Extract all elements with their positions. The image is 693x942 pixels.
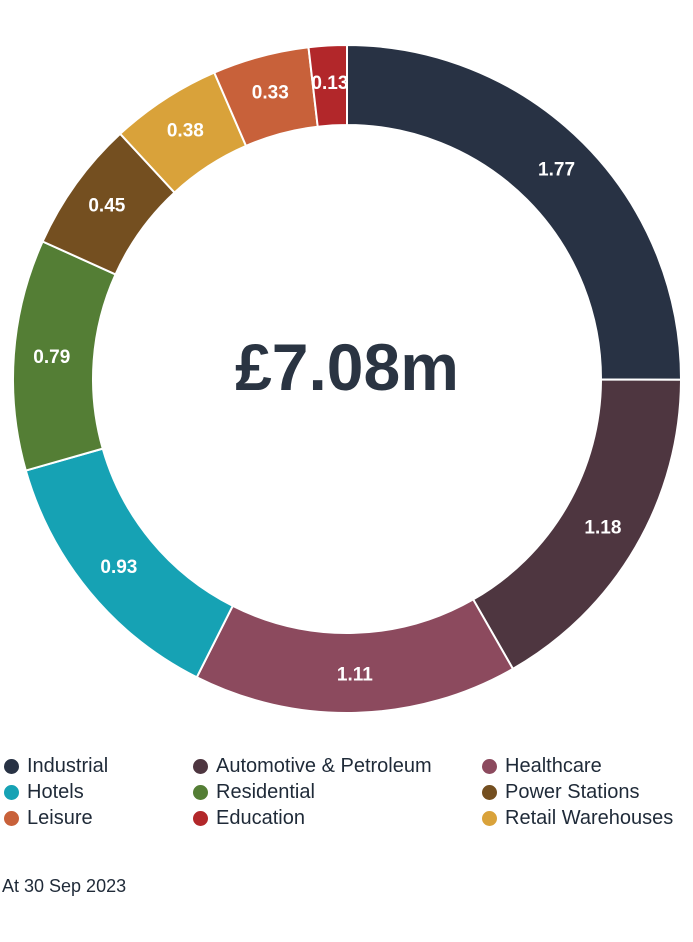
legend-label: Power Stations bbox=[505, 780, 640, 803]
legend-swatch bbox=[193, 758, 208, 774]
legend-swatch bbox=[4, 810, 19, 826]
slice-value-label: 0.13 bbox=[311, 73, 348, 94]
legend-item-leisure: Leisure bbox=[4, 805, 93, 831]
legend-item-industrial: Industrial bbox=[4, 753, 108, 779]
legend-swatch bbox=[482, 758, 497, 774]
slice-healthcare bbox=[195, 598, 515, 714]
legend-item-retail-warehouses: Retail Warehouses bbox=[482, 805, 673, 831]
legend-label: Healthcare bbox=[505, 754, 602, 777]
legend-swatch bbox=[482, 784, 497, 800]
slice-value-label: 1.77 bbox=[538, 159, 575, 180]
slice-value-label: 0.38 bbox=[167, 121, 204, 142]
slice-value-label: 0.93 bbox=[100, 557, 137, 578]
chart-legend: Industrial Automotive & Petroleum Healthca… bbox=[0, 753, 693, 833]
legend-item-automotive-petroleum: Automotive & Petroleum bbox=[193, 753, 432, 779]
slice-value-label: 0.45 bbox=[88, 195, 125, 216]
slice-value-label: 1.11 bbox=[337, 664, 373, 685]
legend-label: Residential bbox=[216, 780, 315, 803]
footnote: At 30 Sep 2023 bbox=[2, 876, 127, 896]
legend-swatch bbox=[482, 810, 497, 826]
legend-item-residential: Residential bbox=[193, 779, 315, 805]
legend-swatch bbox=[193, 810, 208, 826]
legend-item-healthcare: Healthcare bbox=[482, 753, 602, 779]
legend-item-education: Education bbox=[193, 805, 305, 831]
legend-label: Retail Warehouses bbox=[505, 806, 674, 829]
legend-swatch bbox=[4, 758, 19, 774]
legend-label: Automotive & Petroleum bbox=[216, 754, 432, 777]
slice-education bbox=[307, 43, 348, 128]
legend-swatch bbox=[193, 784, 208, 800]
slice-value-label: 0.33 bbox=[252, 83, 289, 104]
legend-item-power-stations: Power Stations bbox=[482, 779, 640, 805]
slice-value-label: 1.18 bbox=[584, 517, 621, 538]
donut-chart: 1.77 1.18 1.11 0.93 0.79 0.45 0.38 0.33 0.13 £7.0… bbox=[12, 43, 683, 714]
legend-label: Leisure bbox=[27, 806, 93, 829]
legend-swatch bbox=[4, 784, 19, 800]
legend-item-hotels: Hotels bbox=[4, 779, 84, 805]
legend-label: Education bbox=[216, 806, 305, 829]
slice-value-label: 0.79 bbox=[33, 347, 70, 368]
center-total-label: £7.08m bbox=[235, 330, 459, 404]
legend-label: Industrial bbox=[27, 754, 109, 777]
legend-label: Hotels bbox=[27, 780, 84, 803]
slice-automotive-petroleum bbox=[471, 378, 683, 671]
